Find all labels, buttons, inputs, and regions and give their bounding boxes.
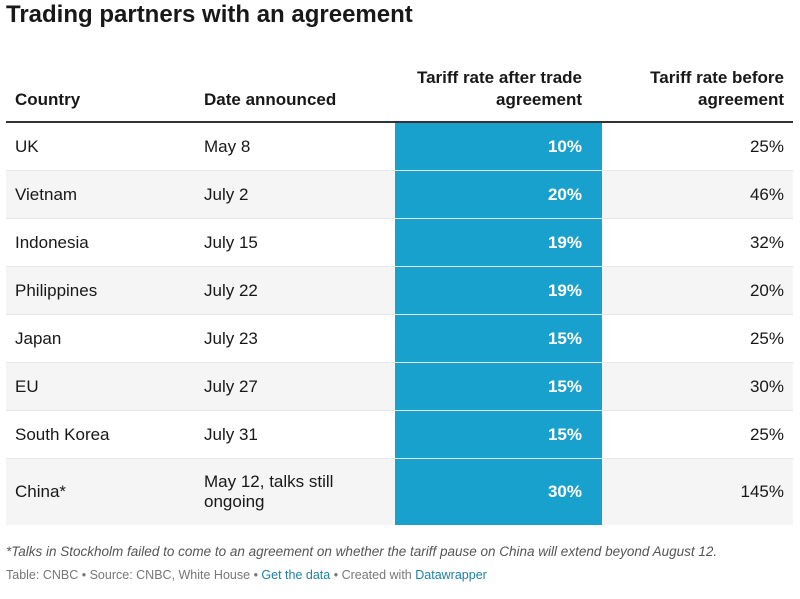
data-table: Country Date announced Tariff rate after… [6,62,793,525]
chart-title: Trading partners with an agreement [6,1,413,28]
header-date-announced[interactable]: Date announced [204,90,337,109]
table-row: Philippines July 22 19% 20% [6,267,793,315]
get-the-data-link[interactable]: Get the data [261,568,331,582]
table-row: Japan July 23 15% 25% [6,315,793,363]
date-cell: July 23 [204,328,258,348]
country-cell: Indonesia [15,232,89,252]
country-cell: EU [15,376,39,396]
table-row: EU July 27 15% 30% [6,363,793,411]
datawrapper-link[interactable]: Datawrapper [415,568,487,582]
country-cell: Japan [15,328,62,348]
tariff-after-cell: 15% [395,363,602,410]
country-cell: South Korea [15,424,110,444]
header-tariff-after[interactable]: Tariff rate after trade agreement [416,68,582,109]
tariff-after-cell: 19% [395,267,602,314]
date-cell: May 8 [204,136,251,156]
table-row: Indonesia July 15 19% 32% [6,219,793,267]
tariff-before-cell: 20% [749,280,784,300]
table-row: South Korea July 31 15% 25% [6,411,793,459]
source-credit: Source: CNBC, White House [89,568,251,582]
table-credit: Table: CNBC [6,568,79,582]
date-cell: July 2 [204,184,249,204]
tariff-before-cell: 46% [749,184,784,204]
country-cell: Vietnam [15,184,78,204]
tariff-after-cell: 10% [395,123,602,170]
footnote: *Talks in Stockholm failed to come to an… [6,544,718,559]
table-row: China* May 12, talks still ongoing 30% 145% [6,459,793,525]
credits-footer: Table: CNBC • Source: CNBC, White House … [6,568,487,582]
date-cell: July 27 [204,376,258,396]
date-cell: July 22 [204,280,258,300]
country-cell: Philippines [15,280,98,300]
tariff-after-cell: 19% [395,219,602,266]
created-with-text: Created with [341,568,412,582]
date-cell: July 31 [204,424,258,444]
tariff-before-cell: 25% [749,424,784,444]
header-country[interactable]: Country [15,90,81,109]
separator: • [253,568,262,582]
tariff-after-cell: 20% [395,171,602,218]
table-row: UK May 8 10% 25% [6,123,793,171]
tariff-after-cell: 30% [395,459,602,525]
separator: • [81,568,90,582]
table-body: UK May 8 10% 25% Vietnam July 2 20% 46% Indonesi… [6,123,793,525]
tariff-before-cell: 32% [749,232,784,252]
separator: • [333,568,342,582]
country-cell: UK [15,136,39,156]
tariff-before-cell: 145% [740,482,784,501]
country-cell: China* [15,482,67,501]
tariff-after-cell: 15% [395,411,602,458]
tariff-after-cell: 15% [395,315,602,362]
tariff-before-cell: 30% [749,376,784,396]
date-cell: July 15 [204,232,258,252]
tariff-before-cell: 25% [749,136,784,156]
date-cell: May 12, talks still ongoing [204,472,334,511]
table-row: Vietnam July 2 20% 46% [6,171,793,219]
table-header: Country Date announced Tariff rate after… [6,62,793,123]
tariff-before-cell: 25% [749,328,784,348]
header-tariff-before[interactable]: Tariff rate before agreement [650,68,784,109]
